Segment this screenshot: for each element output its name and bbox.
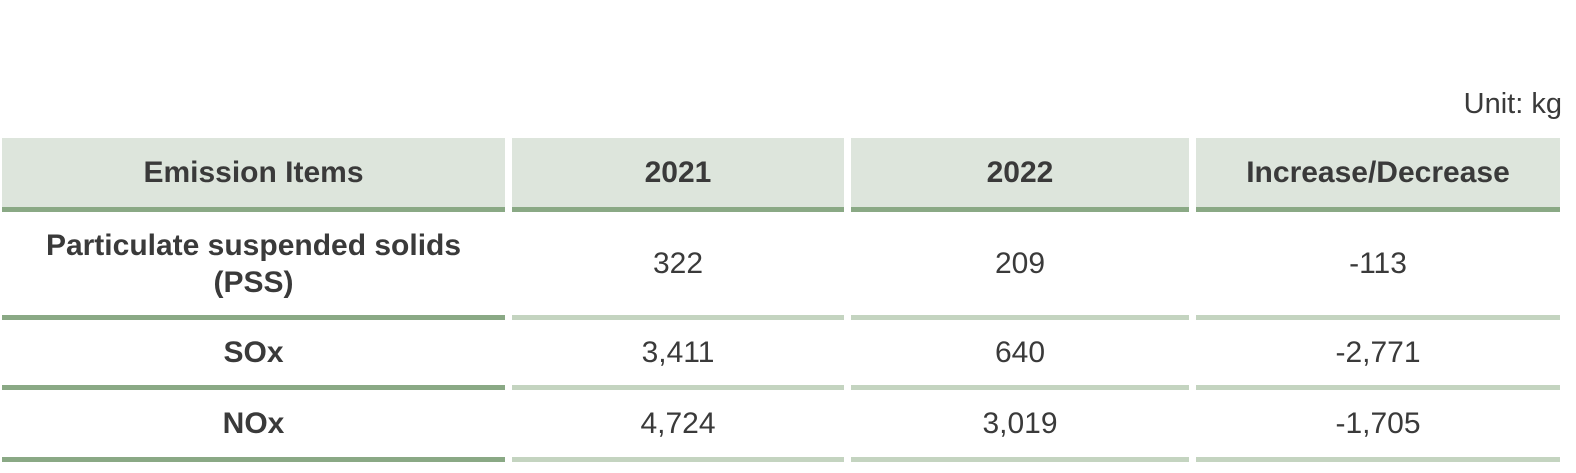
data-cell: -2,771	[1196, 320, 1560, 390]
data-cell: -113	[1196, 212, 1560, 320]
row-label: SOx	[2, 320, 505, 390]
data-cell: -1,705	[1196, 390, 1560, 462]
data-cell: 4,724	[512, 390, 844, 462]
unit-label: Unit: kg	[1463, 88, 1562, 120]
data-cell: 209	[851, 212, 1189, 320]
header-cell: 2021	[512, 138, 844, 212]
header-cell: Increase/Decrease	[1196, 138, 1560, 212]
row-label: Particulate suspended solids (PSS)	[2, 212, 505, 320]
row-label: NOx	[2, 390, 505, 462]
data-cell: 322	[512, 212, 844, 320]
header-cell: Emission Items	[2, 138, 505, 212]
data-cell: 640	[851, 320, 1189, 390]
data-cell: 3,019	[851, 390, 1189, 462]
header-cell: 2022	[851, 138, 1189, 212]
data-cell: 3,411	[512, 320, 844, 390]
